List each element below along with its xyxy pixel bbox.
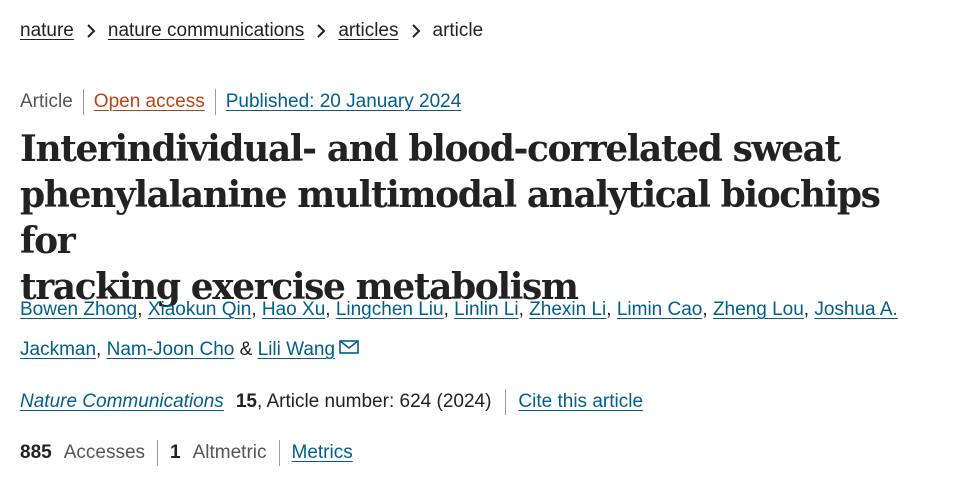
breadcrumb: nature nature communications articles ar… bbox=[20, 18, 483, 44]
accesses-count: 885 bbox=[20, 442, 52, 463]
journal-link[interactable]: Nature Communications bbox=[20, 391, 224, 412]
author-separator: , bbox=[96, 339, 102, 360]
author-link[interactable]: Bowen Zhong bbox=[20, 299, 138, 320]
envelope-icon[interactable] bbox=[339, 340, 359, 354]
author-link[interactable]: Joshua A. Jackman bbox=[20, 299, 898, 360]
article-title: Interindividual- and blood-correlated sw… bbox=[20, 126, 940, 310]
author-list: Bowen Zhong, Xiaokun Qin, Hao Xu, Lingch… bbox=[20, 290, 945, 370]
author-separator: , bbox=[702, 299, 708, 320]
author-separator: , bbox=[606, 299, 612, 320]
divider bbox=[82, 89, 84, 115]
altmetric-label: Altmetric bbox=[192, 442, 267, 463]
author-link[interactable]: Hao Xu bbox=[261, 299, 326, 320]
author-link[interactable]: Lili Wang bbox=[257, 339, 336, 360]
author-separator: , bbox=[137, 299, 143, 320]
chevron-right-icon bbox=[399, 24, 433, 38]
author-separator: , bbox=[325, 299, 331, 320]
article-type: Article bbox=[20, 91, 73, 112]
accesses-label: Accesses bbox=[63, 442, 146, 463]
open-access-link[interactable]: Open access bbox=[93, 91, 205, 112]
author-separator: , bbox=[803, 299, 810, 320]
breadcrumb-link-nature-communications[interactable]: nature communications bbox=[107, 20, 305, 41]
author-link[interactable]: Limin Cao bbox=[616, 299, 703, 320]
author-separator: , bbox=[518, 299, 524, 320]
breadcrumb-link-articles[interactable]: articles bbox=[338, 20, 399, 41]
author-link[interactable]: Linlin Li bbox=[454, 299, 519, 320]
article-meta: Article Open access Published: 20 Januar… bbox=[20, 88, 461, 116]
chevron-right-icon bbox=[74, 24, 108, 38]
metrics-bar: 885 Accesses 1 Altmetric Metrics bbox=[20, 439, 353, 467]
divider bbox=[157, 440, 159, 466]
breadcrumb-current: article bbox=[432, 20, 484, 41]
volume-number: 15 bbox=[235, 391, 257, 412]
divider bbox=[505, 389, 507, 415]
article-number: , Article number: 624 (2024) bbox=[256, 391, 492, 412]
altmetric-count: 1 bbox=[170, 442, 181, 463]
title-line: Interindividual- and blood-correlated sw… bbox=[20, 128, 841, 170]
chevron-right-icon bbox=[304, 24, 338, 38]
divider bbox=[278, 440, 280, 466]
author-link[interactable]: Xiaokun Qin bbox=[147, 299, 252, 320]
breadcrumb-link-nature[interactable]: nature bbox=[20, 20, 74, 41]
author-and: & bbox=[239, 339, 253, 360]
author-link[interactable]: Zhexin Li bbox=[529, 299, 607, 320]
metrics-link[interactable]: Metrics bbox=[291, 442, 353, 463]
cite-article-link[interactable]: Cite this article bbox=[518, 391, 644, 412]
citation-line: Nature Communications 15 , Article numbe… bbox=[20, 388, 643, 416]
author-link[interactable]: Lingchen Liu bbox=[335, 299, 444, 320]
author-separator: , bbox=[443, 299, 449, 320]
author-link[interactable]: Zheng Lou bbox=[712, 299, 804, 320]
author-link[interactable]: Nam-Joon Cho bbox=[106, 339, 235, 360]
title-line: phenylalanine multimodal analytical bioc… bbox=[20, 174, 881, 262]
published-date-link[interactable]: Published: 20 January 2024 bbox=[225, 91, 462, 112]
divider bbox=[214, 89, 216, 115]
author-separator: , bbox=[251, 299, 257, 320]
title-line: tracking exercise metabolism bbox=[20, 266, 579, 308]
